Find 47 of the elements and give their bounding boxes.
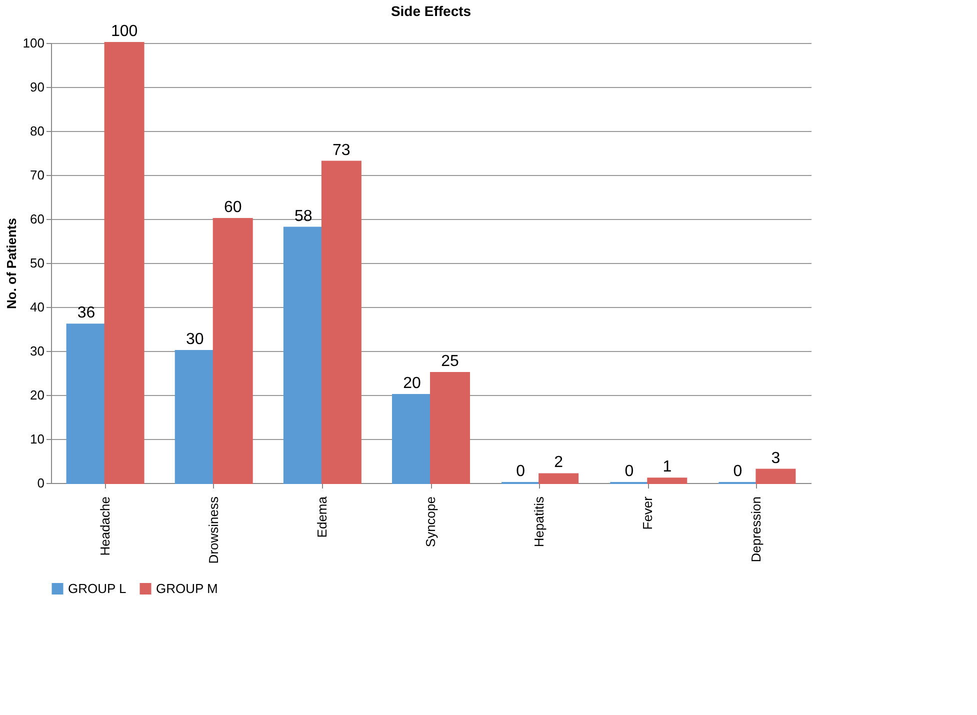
bar [392,394,432,484]
x-tick-label: Syncope [423,496,438,548]
data-label: 60 [224,199,242,216]
x-tick-label: Edema [314,496,330,538]
x-tick-label: Drowsiness [206,496,221,564]
y-tick-label: 70 [30,168,44,182]
y-tick-label: 80 [30,124,44,138]
data-label: 0 [733,463,742,480]
x-tick-label: Fever [640,496,656,530]
bar [283,226,324,484]
y-tick-label: 10 [30,432,44,446]
bar [430,372,470,484]
data-label: 25 [441,353,459,370]
legend-label: GROUP L [68,580,126,596]
y-tick-label: 40 [30,300,44,314]
y-tick-label: 20 [30,388,44,402]
bar [538,473,579,484]
data-label: 20 [403,375,421,392]
x-tick-label: Depression [748,496,764,562]
data-label: 36 [77,304,96,322]
y-axis-title: No. of Patients [4,218,19,310]
bar [212,218,253,484]
chart-title: Side Effects [390,3,472,19]
data-label: 58 [294,208,312,225]
y-tick-label: 60 [30,212,44,226]
data-label: 2 [554,454,564,472]
y-tick-label: 30 [30,344,44,358]
legend-label: GROUP M [156,580,218,596]
bar [647,478,688,484]
x-tick-label: Headache [97,496,112,556]
data-label: 30 [186,331,204,348]
data-label: 73 [332,142,350,159]
data-label: 0 [516,463,526,480]
data-label: 3 [771,450,780,467]
y-tick-label: 0 [37,476,44,490]
bar [321,160,362,484]
data-label: 100 [110,23,138,40]
bar [174,350,215,484]
data-label: 0 [624,463,634,480]
bar [756,468,796,484]
x-tick-label: Hepatitis [532,496,547,548]
y-tick-label: 100 [22,36,44,50]
bar [104,42,144,484]
y-tick-label: 90 [30,80,44,94]
data-label: 1 [662,458,672,476]
bar [66,324,106,484]
y-tick-label: 50 [30,256,44,270]
